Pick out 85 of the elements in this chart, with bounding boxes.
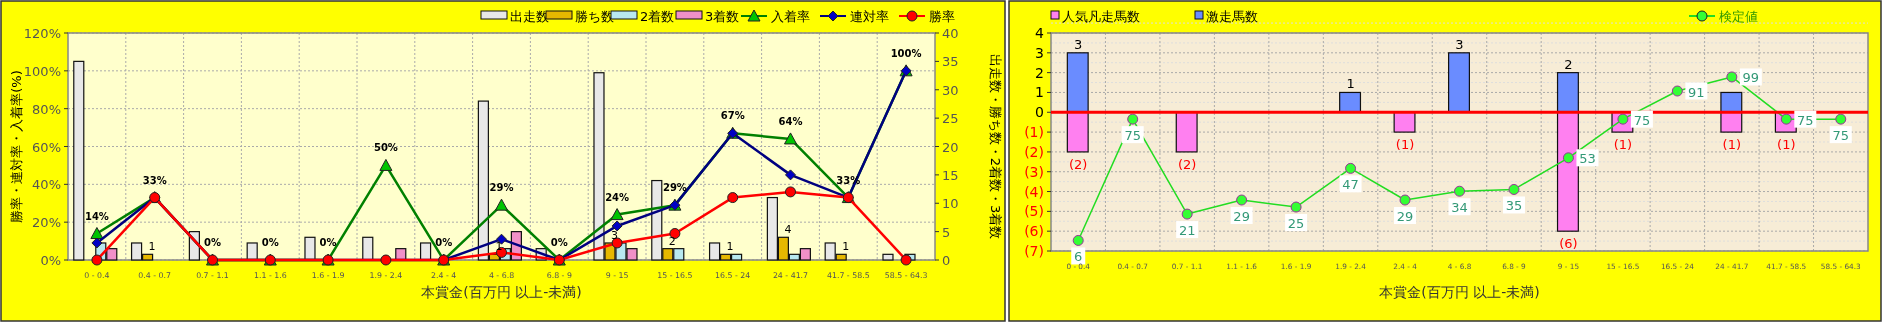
y-tick-label: 3 — [1035, 44, 1044, 61]
y-tick-label: 80% — [32, 101, 61, 117]
data-label: 29 — [1396, 209, 1414, 225]
y-tick-label: 2 — [1035, 64, 1044, 81]
y2-tick-label: 25 — [942, 111, 959, 127]
y2-tick-label: 35 — [942, 54, 959, 70]
data-label: 24% — [605, 191, 630, 203]
y-tick-label: 0 — [1035, 104, 1044, 121]
y-axis-title: 勝率・連対率・入着率(%) — [9, 70, 24, 223]
y-tick-label: (4) — [1024, 183, 1044, 200]
data-label: (1) — [1777, 137, 1796, 153]
data-label: 0% — [204, 237, 221, 248]
data-label: 99 — [1742, 70, 1760, 86]
y-tick-label: 20% — [32, 215, 61, 231]
legend-label: 検定値 — [1719, 9, 1758, 24]
data-label: 29% — [662, 182, 687, 194]
y2-tick-label: 5 — [942, 224, 951, 240]
y-tick-label: 40% — [32, 177, 61, 193]
data-label: (2) — [1069, 156, 1088, 172]
data-label: 3 — [1074, 36, 1083, 52]
legend-label: 連対率 — [850, 9, 889, 24]
y2-tick-label: 0 — [942, 253, 951, 268]
data-label: 34 — [1451, 200, 1468, 216]
data-label: 75 — [1832, 128, 1850, 144]
legend-label: 2着数 — [640, 9, 675, 24]
y-tick-label: 4 — [1035, 25, 1045, 41]
legend-label: 勝率 — [929, 9, 955, 24]
data-label: 35 — [1505, 198, 1523, 214]
data-label: 0% — [261, 237, 279, 248]
data-label: 1 — [148, 240, 156, 254]
data-label: (1) — [1722, 137, 1742, 153]
y2-tick-label: 10 — [942, 196, 959, 212]
data-label: 21 — [1178, 223, 1196, 239]
y-tick-label: (2) — [1024, 143, 1044, 160]
data-label: 75 — [1797, 112, 1814, 128]
data-label: 1 — [726, 240, 734, 254]
data-label: 1 — [1346, 76, 1355, 92]
data-label: 3 — [610, 228, 618, 242]
data-label: 0% — [550, 237, 568, 248]
data-label: 47 — [1342, 177, 1359, 193]
y-tick-label: (1) — [1024, 124, 1044, 141]
data-label: 75 — [1633, 112, 1651, 128]
y2-tick-label: 15 — [942, 167, 959, 183]
legend-label: 人気凡走馬数 — [1062, 9, 1140, 24]
legend-label: 入着率 — [771, 9, 810, 24]
legend-label: 激走馬数 — [1206, 9, 1258, 24]
data-label: 0% — [319, 237, 337, 248]
data-label: 1 — [842, 240, 850, 254]
legend-label: 3着数 — [705, 9, 740, 24]
data-label: 3 — [1455, 36, 1464, 52]
data-label: (6) — [1559, 236, 1578, 252]
data-label: (1) — [1613, 137, 1633, 153]
data-label: (1) — [1395, 137, 1415, 153]
y-tick-label: 100% — [23, 63, 61, 79]
data-label: 64% — [778, 115, 803, 127]
y-tick-label: 60% — [32, 139, 61, 155]
data-label: 67% — [720, 110, 745, 122]
data-label: 14% — [84, 210, 109, 222]
y-tick-label: (5) — [1024, 203, 1044, 220]
data-label: 0% — [435, 237, 453, 248]
y-tick-label: (3) — [1024, 163, 1044, 180]
data-label: 91 — [1688, 84, 1705, 100]
data-label: 4 — [784, 223, 792, 237]
data-label: 25 — [1287, 216, 1305, 232]
data-label: 75 — [1124, 128, 1141, 144]
x-axis-title: 本賞金(百万円 以上-未満) — [421, 284, 582, 300]
data-label: 29% — [489, 182, 514, 194]
data-label: 29 — [1233, 209, 1250, 225]
data-label: 2 — [1564, 56, 1573, 72]
data-label: 50% — [373, 142, 398, 154]
data-label: 33% — [142, 174, 167, 186]
y-tick-label: (7) — [1024, 243, 1044, 259]
y-tick-label: 0% — [40, 253, 61, 268]
data-label: (2) — [1177, 156, 1197, 172]
y2-tick-label: 40 — [942, 26, 959, 41]
y2-tick-label: 30 — [942, 82, 959, 98]
y-tick-label: 120% — [23, 26, 61, 41]
data-label: 100% — [890, 47, 922, 59]
data-label: 53 — [1579, 151, 1596, 167]
y2-axis-title: 出走数・勝ち数・2着数・3着数 — [988, 53, 1003, 240]
y-tick-label: (6) — [1024, 223, 1044, 240]
data-label: 2 — [668, 234, 676, 248]
x-axis-title: 本賞金(百万円 以上-未満) — [1379, 284, 1540, 300]
y2-tick-label: 20 — [942, 139, 959, 155]
y-tick-label: 1 — [1035, 84, 1044, 101]
